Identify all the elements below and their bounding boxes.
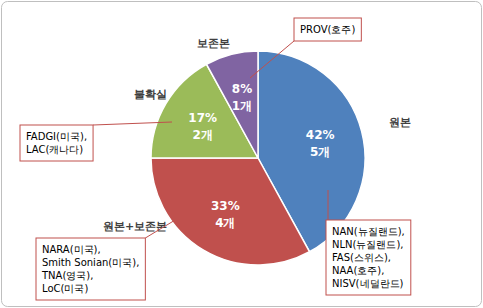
callout-text: NAN(뉴질랜드), [332,226,405,237]
callout-box [326,220,411,295]
callout-text: TNA(영국), [41,270,93,281]
pie-slice [206,51,258,158]
data-label: 42% [306,128,335,142]
callout-text: Smith Sonian(미국), [42,257,139,268]
callout-box [36,238,145,300]
count-label: 2개 [193,128,213,142]
leader-line [250,41,294,78]
callout-text: NISV(네덜란드) [332,278,404,289]
pie-slice [151,158,310,265]
callout-text: LAC(캐나다) [26,144,83,155]
callout-text: FAS(스위스), [332,252,391,263]
labels: 42% 5개 원본 NAN(뉴질랜드), NLN(뉴질랜드), FAS(스위스), NAA(… [20,18,411,300]
leader-line [328,190,329,220]
data-label: 33% [211,199,240,213]
data-label: 8% [232,82,252,96]
callout-text: LoC(미국) [42,283,88,294]
count-label: 5개 [310,145,330,159]
chart: 42% 5개 원본 NAN(뉴질랜드), NLN(뉴질랜드), FAS(스위스), NAA(… [0,0,483,308]
callout: PROV(호주) [250,18,361,78]
frame [2,2,482,307]
category-label: 원본 [389,116,411,129]
callout: NAN(뉴질랜드), NLN(뉴질랜드), FAS(스위스), NAA(호주), NIS… [326,190,411,295]
callout-text: NAA(호주), [332,265,384,276]
callout-box [20,125,93,161]
callout-text: NARA(미국), [42,244,101,255]
callout: NARA(미국), Smith Sonian(미국), TNA(영국), LoC(미국… [36,202,205,300]
leader-line [93,122,172,125]
category-label: 불확실 [134,88,167,101]
leader-line [145,202,205,238]
count-label: 4개 [215,216,235,230]
callout-text: NLN(뉴질랜드), [332,239,404,250]
data-label: 17% [188,111,217,125]
count-label: 1개 [232,99,252,113]
callout-text: PROV(호주) [300,24,355,35]
category-label: 보존본 [197,37,230,50]
callout-box [294,18,361,41]
callout-text: FADGI(미국), [26,131,87,142]
callout: FADGI(미국), LAC(캐나다) [20,122,172,161]
